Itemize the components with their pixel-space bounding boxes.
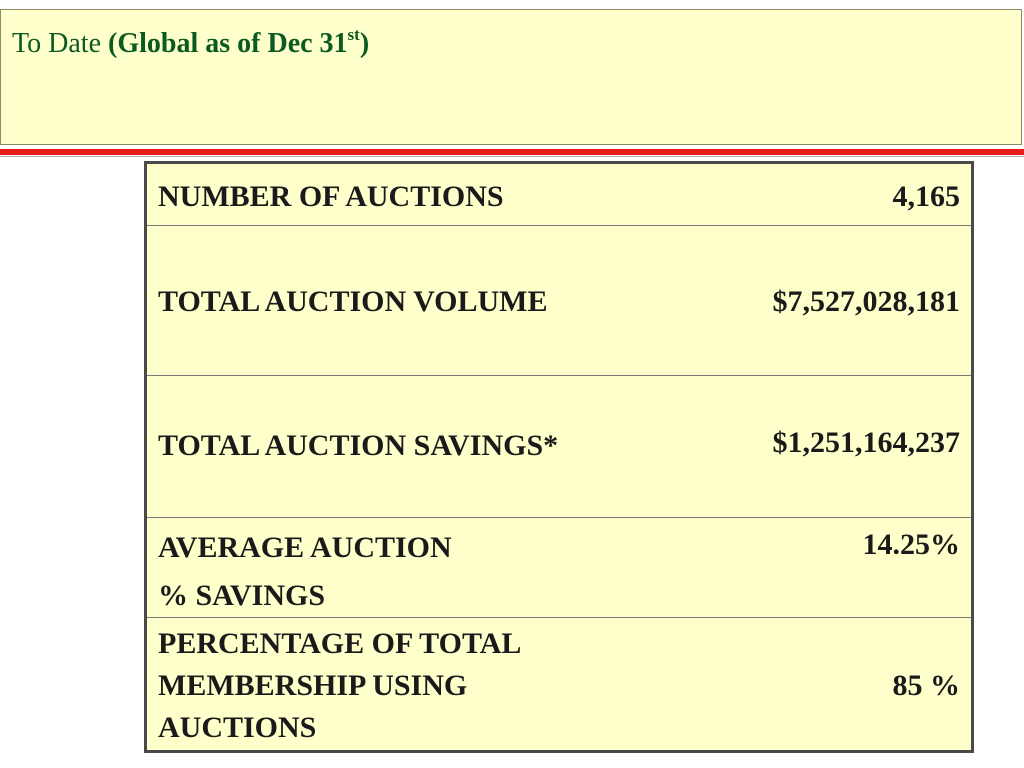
title-prefix: To Date <box>12 28 109 59</box>
row-label-line: TOTAL AUCTION SAVINGS* <box>158 429 559 462</box>
row-label-line: AVERAGE AUCTION <box>158 531 452 564</box>
table-row: AVERAGE AUCTION % SAVINGS 14.25% <box>147 518 971 618</box>
table-row: TOTAL AUCTION SAVINGS* $1,251,164,237 <box>147 376 971 518</box>
row-label: AVERAGE AUCTION % SAVINGS <box>158 524 452 620</box>
title-bold-open: (Global as of Dec 31 <box>108 28 348 59</box>
title-bold-text: (Global as of Dec 31st) <box>108 25 370 59</box>
row-label-line: NUMBER OF AUCTIONS <box>158 180 504 213</box>
red-divider <box>0 149 1024 155</box>
row-label: TOTAL AUCTION VOLUME <box>158 281 548 323</box>
row-label: TOTAL AUCTION SAVINGS* <box>158 425 558 467</box>
row-label-line: MEMBERSHIP USING <box>158 669 468 702</box>
row-label-line: TOTAL AUCTION VOLUME <box>158 285 548 318</box>
row-label-line: AUCTIONS <box>158 711 317 744</box>
table-row: PERCENTAGE OF TOTAL MEMBERSHIP USING AUC… <box>147 618 971 750</box>
row-value: 85 % <box>892 669 961 702</box>
stats-table: NUMBER OF AUCTIONS 4,165 TOTAL AUCTION V… <box>144 161 974 753</box>
row-label: PERCENTAGE OF TOTAL MEMBERSHIP USING AUC… <box>158 623 521 749</box>
title-superscript: st <box>347 25 360 44</box>
table-row: NUMBER OF AUCTIONS 4,165 <box>147 164 971 226</box>
row-value: $7,527,028,181 <box>772 285 961 318</box>
title-close: ) <box>359 28 370 59</box>
page-title: To Date (Global as of Dec 31st) <box>12 25 370 60</box>
header-panel: To Date (Global as of Dec 31st) <box>0 9 1022 145</box>
table-row: TOTAL AUCTION VOLUME $7,527,028,181 <box>147 226 971 376</box>
row-value: $1,251,164,237 <box>772 426 961 459</box>
row-label-line: % SAVINGS <box>158 579 326 612</box>
row-label: NUMBER OF AUCTIONS <box>158 176 504 218</box>
row-value: 14.25% <box>862 528 961 561</box>
row-value: 4,165 <box>892 180 961 213</box>
row-label-line: PERCENTAGE OF TOTAL <box>158 627 522 660</box>
gray-divider <box>0 156 1024 157</box>
